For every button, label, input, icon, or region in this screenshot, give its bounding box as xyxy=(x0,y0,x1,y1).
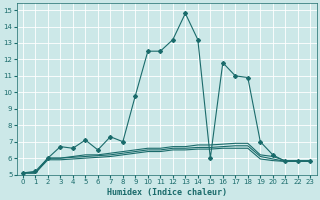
X-axis label: Humidex (Indice chaleur): Humidex (Indice chaleur) xyxy=(107,188,227,197)
